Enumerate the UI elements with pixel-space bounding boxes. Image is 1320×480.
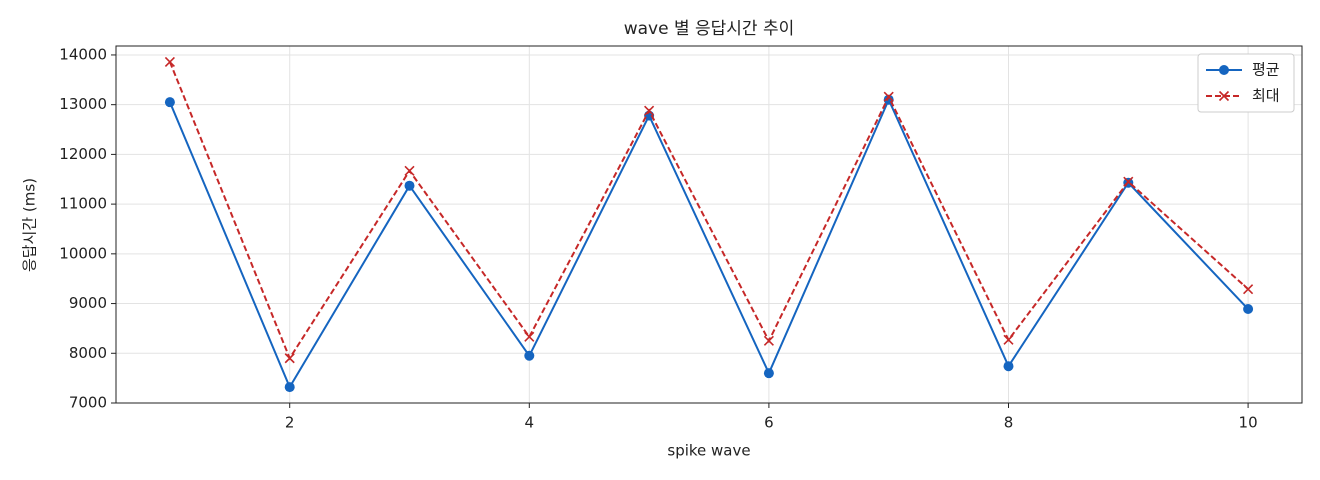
- point-marker: [164, 56, 175, 67]
- legend-marker: [1218, 90, 1230, 102]
- y-tick-label: 12000: [59, 145, 107, 163]
- x-tick-label: 8: [1004, 414, 1014, 432]
- point-marker: [1003, 361, 1014, 372]
- y-axis-label: 응답시간 (ms): [21, 178, 39, 272]
- y-tick-label: 10000: [59, 244, 107, 262]
- chart-title: wave 별 응답시간 추이: [624, 19, 795, 39]
- x-tick-label: 6: [764, 414, 774, 432]
- point-marker: [763, 335, 774, 346]
- y-tick-label: 14000: [59, 45, 107, 63]
- series-line: [168, 97, 1249, 390]
- plot-frame: [115, 45, 1303, 404]
- x-tick-label: 2: [285, 414, 295, 432]
- legend-label: 평균: [1252, 61, 1280, 79]
- y-tick-label: 11000: [59, 195, 107, 213]
- point-marker: [524, 331, 535, 342]
- point-marker: [284, 353, 295, 364]
- x-tick-label: 10: [1239, 414, 1258, 432]
- y-tick-label: 9000: [69, 294, 107, 312]
- legend-marker: [1219, 65, 1229, 75]
- point-marker: [1243, 284, 1254, 295]
- point-marker: [404, 165, 415, 176]
- point-marker: [404, 180, 415, 191]
- point-marker: [1243, 304, 1254, 315]
- series-line: [168, 61, 1249, 361]
- point-marker: [763, 368, 774, 379]
- x-tick-label: 4: [525, 414, 535, 432]
- x-axis-label: spike wave: [667, 442, 750, 460]
- point-marker: [644, 105, 655, 116]
- y-tick-label: 7000: [69, 394, 107, 412]
- point-marker: [524, 350, 535, 361]
- legend-label: 최대: [1252, 87, 1280, 105]
- point-marker: [1123, 176, 1134, 187]
- point-marker: [1003, 334, 1014, 345]
- y-tick-label: 8000: [69, 344, 107, 362]
- point-marker: [284, 382, 295, 393]
- point-marker: [164, 97, 175, 108]
- y-tick-label: 13000: [59, 95, 107, 113]
- point-marker: [883, 91, 894, 102]
